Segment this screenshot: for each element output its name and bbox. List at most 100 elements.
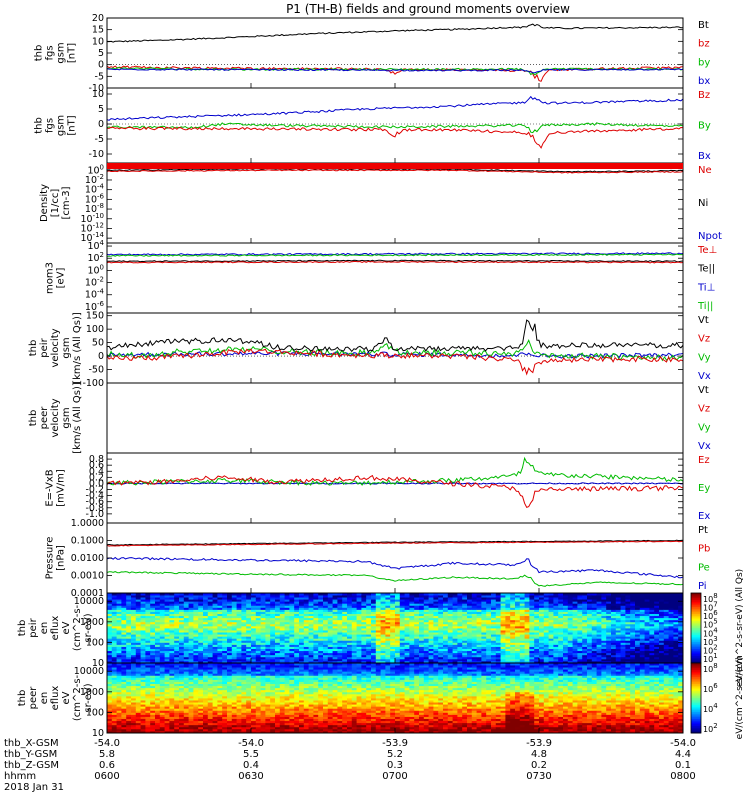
panel-peer-velocity: thb peer velocity gsm [km/s (All Qs)] VtVzVyV… — [28, 382, 711, 454]
y-tick-label: 0 — [98, 119, 104, 130]
y-label-peer-spectrogram: thb peer en eflux eV (cm^2-s-sr-eV) — [17, 674, 94, 721]
y-tick-label: 0.6 — [89, 460, 104, 471]
ephemeris-value: 0800 — [670, 771, 695, 782]
legend-item: Pb — [698, 544, 710, 555]
ephemeris-value: 4.4 — [675, 749, 691, 760]
ephemeris-value: 0630 — [238, 771, 263, 782]
ephemeris-value: -54.0 — [238, 738, 264, 749]
y-axis-peer-spectrogram: 10000 1000 100 10 — [74, 666, 683, 739]
y-label-line: Pressure — [45, 537, 56, 580]
series-line — [107, 259, 683, 263]
ephemeris-value: 5.5 — [243, 749, 259, 760]
series-line — [107, 253, 683, 257]
panel-fgs-gsm-2: 10 5 0 -5 -10 thb fgs gsm [nT] Bz By Bx — [34, 87, 711, 164]
plot-area-pressure — [107, 539, 683, 587]
ephemeris-value: 0.3 — [387, 760, 403, 771]
y-label-pressure: Pressure [nPa] — [45, 537, 67, 580]
legend-item: Ex — [698, 511, 710, 522]
y-tick-label: 10-14 — [80, 231, 104, 244]
y-label-fgs-gsm: thb fgs gsm [nT] — [34, 42, 78, 63]
ephemeris-value: 0.2 — [531, 760, 547, 771]
legend-item: Pi — [698, 581, 707, 592]
colorbar-peer-spectrogram: 108 106 104 102 eV/(cm^2-s-sr-eV) — [690, 657, 745, 740]
series-line — [107, 260, 683, 264]
legend-item: Ti⊥ — [697, 282, 715, 293]
y-label-line: sr-eV) — [83, 683, 94, 712]
y-tick-label: 10 — [92, 89, 104, 100]
y-label-line: velocity — [50, 328, 61, 367]
legend-item: bz — [698, 39, 710, 50]
y-label-peir-velocity: thb peir velocity gsm [km/s (All Qs)] — [28, 312, 83, 384]
y-tick-label: -5 — [95, 134, 104, 145]
y-tick-label: 100 — [86, 707, 104, 718]
y-label-line: gsm — [56, 42, 67, 63]
ephemeris-label: thb_Z-GSM — [4, 760, 59, 771]
colorbar-label: eV/(cm^2-s-sr-eV) — [735, 657, 745, 740]
ephemeris-value: -54.0 — [94, 738, 120, 749]
y-label-line: peir — [39, 337, 50, 357]
panel-density: 10010-210-410-610-810-1010-1210-14Densit… — [39, 162, 722, 244]
y-label-line: thb — [17, 620, 28, 637]
series-line — [107, 23, 683, 43]
series-line — [107, 167, 683, 173]
legend-item: Vt — [698, 315, 709, 326]
y-axis-fgs-gsm-2: 10 5 0 -5 -10 — [88, 89, 683, 160]
legend-item: Vx — [698, 441, 711, 452]
series-line — [107, 556, 683, 579]
y-tick-label: 10000 — [74, 596, 104, 607]
plot-area-density — [107, 167, 683, 174]
legend-peer-velocity: Vt Vz Vy Vx — [698, 385, 711, 452]
y-tick-label: 100 — [86, 637, 104, 648]
legend-peir-velocity: Vt Vz Vy Vx — [698, 315, 711, 382]
y-label-line: thb — [28, 340, 39, 357]
y-tick-label: -0.4 — [85, 491, 104, 502]
legend-item: Vx — [698, 371, 711, 382]
plot-area-peer-spectrogram — [107, 663, 683, 733]
ephemeris-value: 0600 — [94, 771, 119, 782]
series-line — [107, 348, 683, 376]
panel-pressure: 1.0000 0.1000 0.0100 0.0010 0.0001 Pressure [n… — [45, 518, 711, 599]
y-tick-label: 10 — [92, 36, 104, 47]
legend-item: Ti|| — [697, 301, 713, 312]
series-line — [107, 68, 683, 74]
y-label-line: en — [39, 692, 50, 705]
y-tick-label: 1.0000 — [71, 518, 104, 529]
y-tick-label: -0.8 — [85, 503, 104, 514]
y-tick-label: -5 — [95, 71, 104, 82]
y-label-line: [eV] — [56, 268, 67, 289]
y-tick-label: 0.0100 — [71, 553, 104, 564]
colorbar-tick-label: 107 — [703, 601, 718, 613]
y-tick-label: 10-12 — [80, 221, 104, 234]
y-tick-label: 10-4 — [85, 288, 105, 301]
y-tick-label: 1000 — [80, 617, 104, 628]
y-label-line: thb — [34, 117, 45, 134]
y-tick-label: 0.8 — [89, 454, 104, 465]
y-tick-label: 10 — [92, 658, 104, 669]
panel-frame — [106, 382, 684, 454]
colorbar-tick-label: 102 — [703, 722, 718, 734]
y-tick-label: 10000 — [74, 666, 104, 677]
y-label-fgs-gsm-2: thb fgs gsm [nT] — [34, 115, 78, 136]
y-label-line: thb — [28, 410, 39, 427]
ephemeris-label: hhmm — [4, 771, 36, 782]
y-tick-label: 100 — [87, 163, 104, 176]
y-label-peer-velocity: thb peer velocity gsm [km/s (All Qs)] — [28, 382, 83, 454]
y-label-line: E=-VxB — [45, 469, 56, 506]
ephemeris-value: 4.8 — [531, 749, 547, 760]
y-label-line: peer — [28, 686, 39, 710]
legend-item: Ey — [698, 483, 710, 494]
y-axis-peir-velocity: 150 100 50 0 -50 -100 — [82, 311, 683, 389]
y-tick-label: 5 — [98, 104, 104, 115]
y-tick-label: 20 — [92, 13, 104, 24]
legend-efield: Ez Ey Ex — [698, 455, 710, 522]
ephemeris-label: thb_X-GSM — [4, 738, 59, 749]
y-tick-label: 102 — [87, 251, 104, 264]
plot-area-peir-velocity — [107, 319, 683, 376]
colorbar-tick-label: 102 — [703, 643, 718, 655]
ephemeris-value: 0.1 — [675, 760, 691, 771]
y-label-line: eflux — [50, 686, 61, 711]
plot-area-fgs-gsm-2 — [107, 95, 683, 149]
